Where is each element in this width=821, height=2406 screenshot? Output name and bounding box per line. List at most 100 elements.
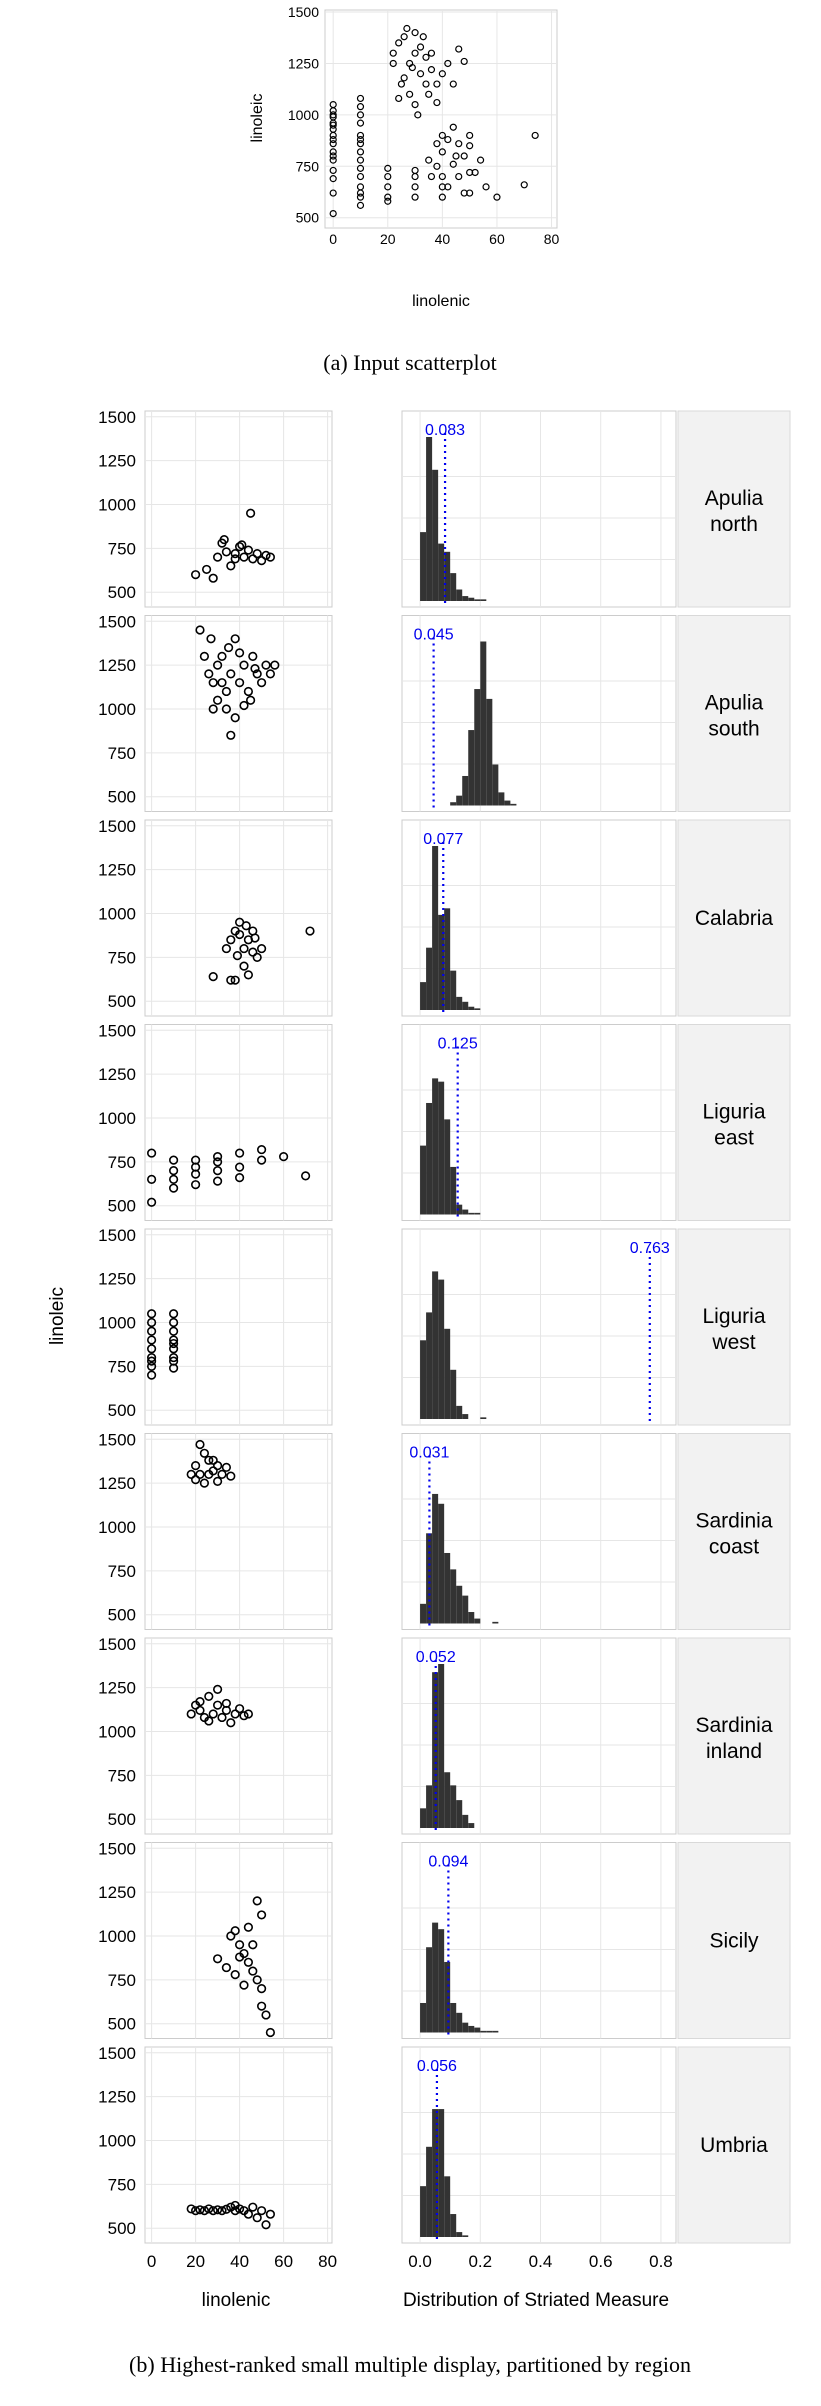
top-scatter-point <box>356 193 365 201</box>
histogram-bar <box>438 1081 445 1215</box>
caption-b: (b) Highest-ranked small multiple displa… <box>129 2352 691 2377</box>
panel-scatter-point <box>243 1709 253 1719</box>
top-scatter-point <box>411 166 419 175</box>
scatter-x-tick-label: 20 <box>186 2252 205 2271</box>
histogram-bar <box>480 599 487 601</box>
histogram-bar <box>510 803 517 806</box>
panel-scatter-point <box>213 1166 223 1176</box>
panel-scatter-point <box>252 1896 262 1906</box>
panel-scatter-point <box>217 1712 227 1723</box>
panel-scatter-point <box>204 1455 214 1465</box>
top-scatter-point <box>425 156 433 164</box>
top-y-axis-label: linoleic <box>249 94 266 143</box>
top-scatter-point <box>422 80 430 88</box>
top-scatter-point <box>395 39 403 47</box>
panel-scatter-point <box>243 545 253 555</box>
panel-scatter-point <box>252 669 262 679</box>
panel-scatter-point <box>252 952 262 962</box>
striated-measure-value: 0.056 <box>417 2058 457 2075</box>
histogram-bar <box>480 2030 487 2033</box>
histogram-bar <box>444 2176 451 2237</box>
histogram-bar <box>420 1808 427 1828</box>
histogram-bar <box>456 2232 463 2237</box>
top-x-tick-label: 60 <box>489 231 505 247</box>
histogram-bar <box>474 599 481 601</box>
panel-scatter-point <box>221 686 231 697</box>
histogram-bar <box>432 1493 439 1624</box>
top-scatter-point <box>389 49 397 57</box>
top-scatter-point <box>356 164 365 172</box>
histogram-bar <box>420 2186 427 2237</box>
top-scatter-point <box>400 33 408 41</box>
region-strip <box>677 819 791 1017</box>
histogram-bar <box>450 1369 457 1419</box>
panel-scatter-point <box>213 1700 223 1710</box>
scatter-y-tick-label: 1500 <box>98 1226 136 1245</box>
panel-scatter-point <box>191 1460 201 1471</box>
panel-scatter-point <box>265 2027 276 2038</box>
region-strip <box>677 1024 791 1221</box>
top-scatter-point <box>520 181 528 189</box>
panel-scatter-point <box>257 1144 267 1155</box>
histogram-bar <box>444 908 451 1010</box>
panel-scatter-point <box>230 975 240 985</box>
top-scatter-point <box>397 80 406 88</box>
caption-a: (a) Input scatterplot <box>323 350 497 375</box>
panel-scatter-point <box>169 1174 179 1185</box>
panel-scatter-point <box>226 1471 236 1481</box>
striated-measure-value: 0.125 <box>438 1036 478 1053</box>
panel-scatter-point <box>217 651 227 661</box>
histogram-bar <box>438 1664 445 1828</box>
scatter-y-tick-label: 750 <box>108 2175 136 2194</box>
top-scatter-point <box>329 189 337 197</box>
top-scatter-point <box>411 29 419 37</box>
scatter-y-tick-label: 1250 <box>98 1679 136 1698</box>
top-scatter-point <box>400 74 408 82</box>
scatter-y-tick-label: 1500 <box>98 1635 136 1654</box>
top-scatter-point <box>425 90 433 98</box>
top-scatter-point <box>482 183 490 191</box>
histogram-bar <box>492 2030 499 2033</box>
scatter-panel-frame <box>144 1637 333 1835</box>
histogram-bar <box>444 551 451 601</box>
histogram-bar <box>432 469 439 601</box>
scatter-y-tick-label: 1250 <box>98 2088 136 2107</box>
histogram-bar <box>420 1145 427 1215</box>
panel-scatter-point <box>239 660 249 670</box>
panel-scatter-point <box>235 1704 245 1714</box>
panel-scatter-point <box>213 1954 223 1964</box>
scatter-y-tick-label: 1500 <box>98 2044 136 2063</box>
scatter-y-tick-label: 1000 <box>98 495 136 514</box>
top-scatter-point <box>455 45 463 53</box>
panel-scatter-point <box>226 1931 236 1941</box>
panel-scatter-point <box>243 686 253 697</box>
panel-scatter-point <box>221 547 231 557</box>
top-scatter-point <box>329 210 337 218</box>
striated-measure-value: 0.083 <box>425 422 465 439</box>
top-scatter-point <box>438 193 446 201</box>
top-scatter-point <box>411 183 419 191</box>
top-scatter-point <box>449 160 457 168</box>
top-scatter-point <box>438 70 446 78</box>
region-label-line2: inland <box>706 1740 762 1763</box>
scatter-y-tick-label: 500 <box>108 1606 136 1625</box>
histogram-bar <box>480 641 487 806</box>
histogram-bar <box>450 1166 457 1215</box>
panel-scatter-point <box>219 534 229 545</box>
panel-scatter-point <box>204 669 214 679</box>
panel-scatter-point <box>208 573 218 583</box>
histogram-bar <box>438 2109 445 2237</box>
panel-scatter-point <box>191 2206 201 2216</box>
panel-scatter-point <box>147 1361 157 1371</box>
panel-scatter-point <box>230 1709 240 1719</box>
panel-scatter-point <box>257 678 267 688</box>
histogram-bar <box>462 596 469 601</box>
top-scatter-point <box>466 131 474 140</box>
panel-scatter-point <box>195 1697 205 1707</box>
top-scatter-point <box>493 193 501 201</box>
histogram-bar <box>426 947 433 1010</box>
histogram-bar <box>462 2235 469 2237</box>
panel-scatter-point <box>239 700 249 711</box>
panel-scatter-point <box>261 660 271 670</box>
striated-measure-value: 0.052 <box>416 1649 456 1666</box>
